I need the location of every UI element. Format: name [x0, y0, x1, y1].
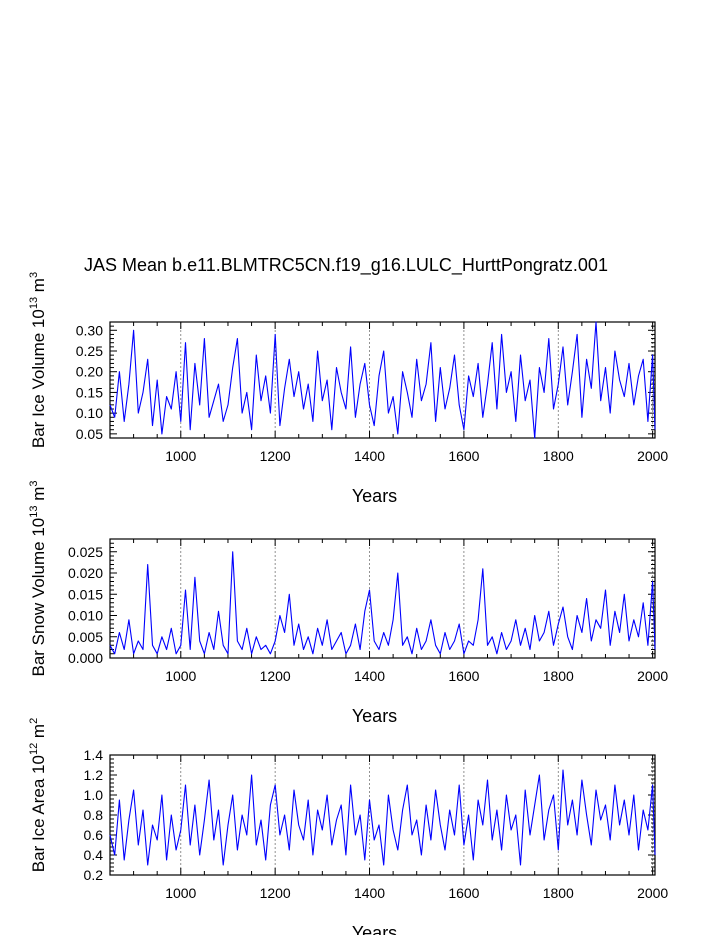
- y-tick-label: 0.015: [68, 586, 103, 602]
- panels: 1000 1200 1400 1600 1800 20000.050.100.150.20…: [28, 272, 668, 935]
- x-tick-label: 1400: [354, 668, 385, 684]
- y-tick-label: 0.8: [84, 807, 104, 823]
- y-axis-label-exponent: 3: [28, 272, 40, 278]
- x-tick-label: 1800: [543, 668, 574, 684]
- y-axis-label-exponent: 13: [28, 506, 40, 518]
- y-tick-label: 0.05: [76, 426, 103, 442]
- x-tick-label: 1000: [165, 885, 196, 901]
- y-tick-label: 0.4: [84, 847, 104, 863]
- y-tick-label: 0.10: [76, 405, 103, 421]
- series-line-snow-volume: [109, 551, 656, 655]
- x-tick-label: 1000: [165, 668, 196, 684]
- x-tick-label: 1800: [543, 885, 574, 901]
- x-tick-label: 1600: [448, 448, 479, 464]
- y-axis-label-part: Bar Ice Area 10: [29, 755, 48, 872]
- y-tick-label: 0.025: [68, 544, 103, 560]
- y-axis-label: Bar Ice Volume 1013 m3: [28, 272, 48, 448]
- x-tick-label: 1200: [260, 448, 291, 464]
- series-line-ice-area: [109, 769, 656, 866]
- y-tick-label: 0.2: [84, 867, 104, 883]
- y-tick-label: 1.0: [84, 787, 104, 803]
- y-axis-label-exponent: 3: [28, 480, 40, 486]
- x-tick-label: 1800: [543, 448, 574, 464]
- series-line-ice-volume: [109, 321, 656, 439]
- x-axis-label: Years: [352, 706, 397, 726]
- x-axis-label: Years: [352, 486, 397, 506]
- x-tick-label: 1200: [260, 668, 291, 684]
- x-tick-label: 1400: [354, 448, 385, 464]
- y-tick-label: 0.30: [76, 322, 103, 338]
- chart-title: JAS Mean b.e11.BLMTRC5CN.f19_g16.LULC_Hu…: [84, 255, 608, 276]
- y-axis-label-part: Bar Ice Volume 10: [29, 309, 48, 448]
- y-axis-label-part: m: [29, 278, 48, 297]
- y-axis-label-part: m: [29, 724, 48, 743]
- y-tick-label: 1.4: [84, 747, 104, 763]
- x-tick-label: 1600: [448, 668, 479, 684]
- y-tick-label: 1.2: [84, 767, 104, 783]
- x-tick-label: 1200: [260, 885, 291, 901]
- plot-frame: [109, 321, 656, 439]
- x-tick-label: 2000: [637, 885, 668, 901]
- x-tick-label: 2000: [637, 448, 668, 464]
- y-axis-label-exponent: 2: [28, 718, 40, 724]
- y-tick-label: 0.15: [76, 384, 103, 400]
- y-axis-label-part: m: [29, 487, 48, 506]
- y-axis-label-exponent: 12: [28, 743, 40, 755]
- y-tick-label: 0.005: [68, 629, 103, 645]
- panel-snow-volume: 1000 1200 1400 1600 1800 2000 0.000 0.005 0.010 0…: [28, 480, 668, 726]
- y-tick-label: 0.25: [76, 343, 103, 359]
- x-axis-label: Years: [352, 923, 397, 935]
- y-tick-label: 0.20: [76, 364, 103, 380]
- y-axis-label: Bar Snow Volume 1013 m3: [28, 480, 48, 676]
- y-tick-label: 0.020: [68, 565, 103, 581]
- x-tick-label: 1400: [354, 885, 385, 901]
- y-tick-label: 0.010: [68, 608, 103, 624]
- y-axis-label-exponent: 13: [28, 297, 40, 309]
- x-tick-label: 2000: [637, 668, 668, 684]
- panel-ice-volume: 1000 1200 1400 1600 1800 2000 0.05 0.10 0.15 0.20…: [28, 272, 668, 506]
- y-axis-label: Bar Ice Area 1012 m2: [28, 718, 48, 872]
- x-tick-label: 1600: [448, 885, 479, 901]
- panel-ice-area: 1000 1200 1400 1600 1800 2000 0.2 0.4 0.6 0.8 1.0 1…: [28, 718, 668, 935]
- y-tick-label: 0.6: [84, 827, 104, 843]
- y-tick-label: 0.000: [68, 650, 103, 666]
- x-tick-label: 1000: [165, 448, 196, 464]
- y-axis-label-part: Bar Snow Volume 10: [29, 518, 48, 677]
